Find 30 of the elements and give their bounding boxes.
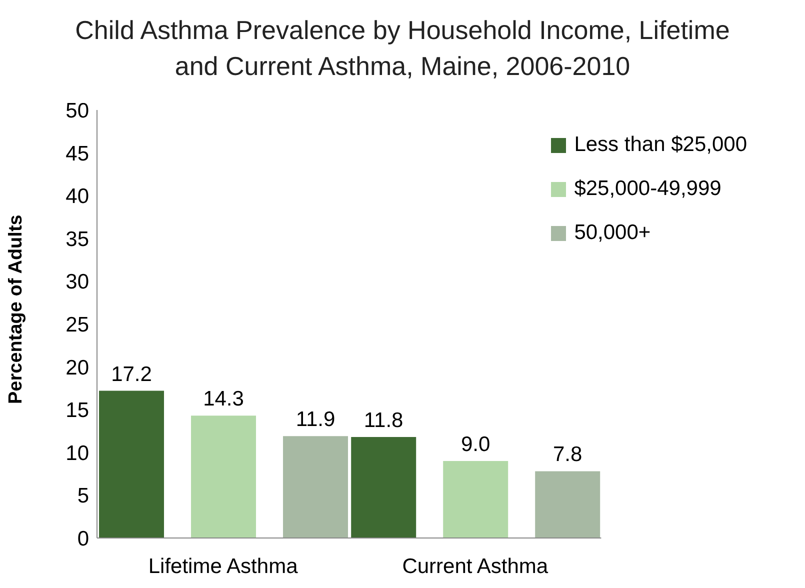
y-axis-title: Percentage of Adults (6, 214, 27, 404)
x-tick-label: Lifetime Asthma (148, 554, 298, 578)
bar (351, 436, 416, 538)
y-tick-label: 50 (66, 99, 89, 122)
bar (191, 416, 256, 538)
data-label: 7.8 (552, 443, 582, 466)
chart-title: Child Asthma Prevalence by Household Income, Lifetime and Current Asthma, Maine, 2006-2010 (75, 15, 730, 81)
bar (535, 471, 600, 538)
data-label: 17.2 (111, 362, 152, 386)
x-tick-label: Current Asthma (402, 554, 548, 578)
bar (99, 390, 164, 538)
y-tick-label: 5 (77, 484, 89, 508)
y-tick-label: 40 (66, 185, 89, 208)
data-label: 14.3 (203, 388, 244, 411)
data-label: 11.9 (296, 408, 336, 432)
y-tick-label: 25 (66, 313, 89, 336)
data-label: 9.0 (460, 432, 490, 456)
data-label: 11.8 (364, 408, 404, 432)
y-tick-label: 0 (77, 527, 89, 550)
bar (443, 460, 508, 538)
bar (283, 436, 348, 538)
legend-label: 50,000+ (574, 221, 651, 245)
y-tick-label: 30 (66, 270, 89, 294)
y-tick-label: 15 (66, 399, 89, 422)
legend-label: Less than $25,000 (574, 133, 747, 157)
legend-label: $25,000-49,999 (574, 177, 722, 201)
y-tick-label: 35 (66, 228, 89, 251)
y-tick-label: 20 (66, 356, 89, 380)
y-tick-label: 45 (66, 142, 89, 166)
y-tick-label: 10 (66, 442, 89, 465)
